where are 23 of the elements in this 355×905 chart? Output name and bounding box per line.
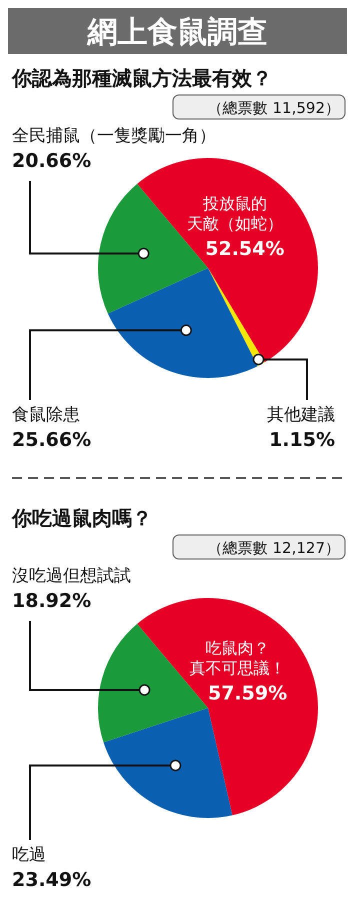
data-label: 25.66%	[12, 429, 92, 451]
pie-slice	[104, 708, 232, 818]
data-label: 1.15%	[269, 429, 335, 451]
slice-label: 投放鼠的天敵（如蛇）	[186, 194, 283, 233]
slice-label: 其他建議	[267, 405, 335, 425]
chart-subtitle: （總票數 12,127）	[208, 539, 340, 557]
data-label: 57.59%	[208, 682, 288, 704]
chart-subtitle: （總票數 11,592）	[208, 99, 340, 117]
slice-label: 食鼠除患	[12, 405, 80, 425]
data-label: 23.49%	[12, 869, 92, 891]
pie-slice	[137, 598, 318, 816]
slice-label: 全民捕鼠（一隻獎勵一角）	[12, 126, 216, 146]
slice-label: 吃過	[12, 845, 46, 865]
text: 網上食鼠調查	[86, 15, 268, 50]
pie-slice	[108, 268, 258, 378]
slice-label: 沒吃過但想試試	[12, 566, 131, 586]
slice-label: 吃鼠肉？真不可思議！	[190, 638, 286, 678]
data-label: 18.92%	[12, 590, 92, 612]
pie-slice	[137, 158, 318, 362]
data-label: 20.66%	[12, 150, 92, 172]
chart-title: 你吃過鼠肉嗎？	[11, 506, 152, 530]
data-label: 52.54%	[205, 238, 284, 260]
chart-title: 你認為那種滅鼠方法最有效？	[11, 66, 272, 90]
